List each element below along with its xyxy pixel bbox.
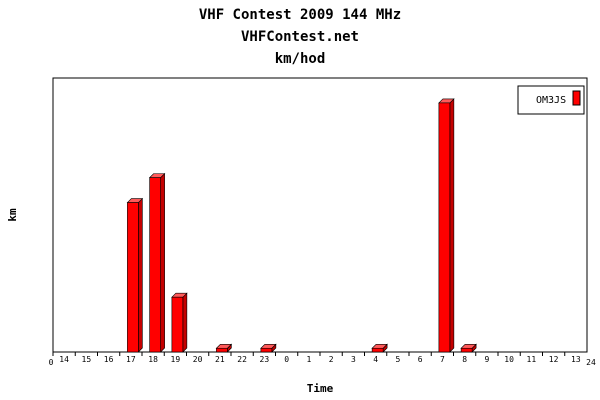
y-axis-label: km: [6, 208, 19, 222]
x-start-label: 0: [49, 358, 54, 367]
x-tick-label: 0: [284, 355, 289, 364]
x-tick-label: 20: [193, 355, 203, 364]
x-tick-label: 8: [462, 355, 467, 364]
bar: [460, 343, 477, 353]
x-tick-label: 15: [82, 355, 92, 364]
x-tick-label: 7: [440, 355, 445, 364]
x-tick-label: 3: [351, 355, 356, 364]
x-tick-label: 10: [504, 355, 514, 364]
bar: [148, 172, 166, 353]
x-tick-label: 23: [260, 355, 270, 364]
x-tick-label: 9: [484, 355, 489, 364]
x-tick-label: 13: [571, 355, 581, 364]
x-tick-label: 6: [418, 355, 423, 364]
x-tick-label: 18: [148, 355, 158, 364]
chart-subtitle-unit: km/hod: [275, 51, 326, 67]
x-tick-label: 1: [306, 355, 311, 364]
legend-label: OM3JS: [536, 95, 566, 106]
chart-title: VHF Contest 2009 144 MHz: [199, 7, 401, 23]
x-tick-label: 5: [395, 355, 400, 364]
x-tick-label: 12: [549, 355, 559, 364]
x-tick-label: 11: [527, 355, 537, 364]
bars-group: [126, 98, 477, 353]
x-tick-label: 2: [329, 355, 334, 364]
legend-swatch: [572, 90, 581, 106]
bar: [126, 197, 144, 353]
x-tick-label: 17: [126, 355, 136, 364]
legend: OM3JS: [517, 85, 585, 115]
x-ticks-group: 14 15 16 17 18 19 20 21 22 23 0 1 2 3 4 5 6 7 8 9 10 11 12 13: [52, 352, 581, 364]
x-tick-label: 19: [171, 355, 181, 364]
x-tick-label: 22: [237, 355, 247, 364]
x-end-label: 24: [586, 358, 596, 367]
bar: [215, 343, 233, 353]
bar: [171, 292, 188, 353]
x-tick-label: 21: [215, 355, 225, 364]
x-tick-label: 4: [373, 355, 378, 364]
bar: [371, 343, 388, 353]
x-tick-label: 14: [59, 355, 69, 364]
chart-subtitle: VHFContest.net: [241, 29, 359, 45]
x-tick-label: 16: [104, 355, 114, 364]
x-axis-label: Time: [307, 382, 334, 395]
bar: [260, 343, 277, 353]
bar: [438, 98, 455, 353]
